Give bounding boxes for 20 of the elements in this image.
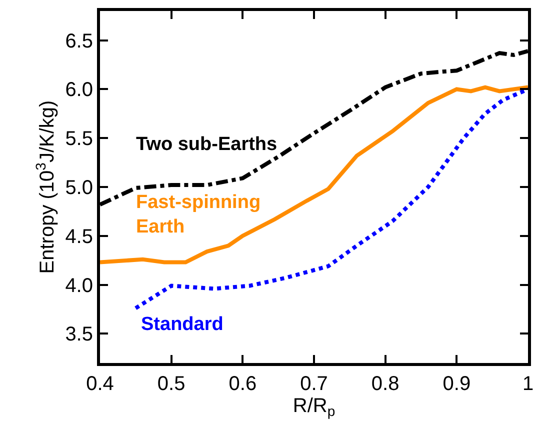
series-label: Two sub-Earths	[136, 134, 278, 155]
x-tick-label: 0.7	[300, 373, 328, 395]
x-tick-label: 0.5	[157, 373, 186, 395]
x-tick-label: 0.8	[371, 373, 400, 395]
x-tick-label: 0.4	[86, 373, 114, 395]
x-tick-label: 1	[522, 373, 534, 395]
x-axis-title: R/R$_{p}$	[292, 395, 336, 420]
y-tick-label: 6.0	[65, 79, 93, 102]
y-tick-label: 5.0	[65, 177, 93, 199]
y-tick-label: 4.0	[65, 274, 93, 297]
x-tick-label: 0.9	[442, 373, 471, 395]
series-label: Fast-spinning Earth	[136, 192, 261, 238]
y-tick-label: 3.5	[65, 324, 93, 346]
line-series	[134, 87, 528, 310]
line-series	[100, 85, 528, 264]
x-tick-label: 0.6	[228, 373, 257, 395]
y-tick-label: 4.5	[65, 226, 93, 248]
series-label: Standard	[141, 314, 224, 335]
y-tick-label: 5.5	[65, 128, 93, 150]
y-tick-label: 6.5	[65, 30, 93, 52]
